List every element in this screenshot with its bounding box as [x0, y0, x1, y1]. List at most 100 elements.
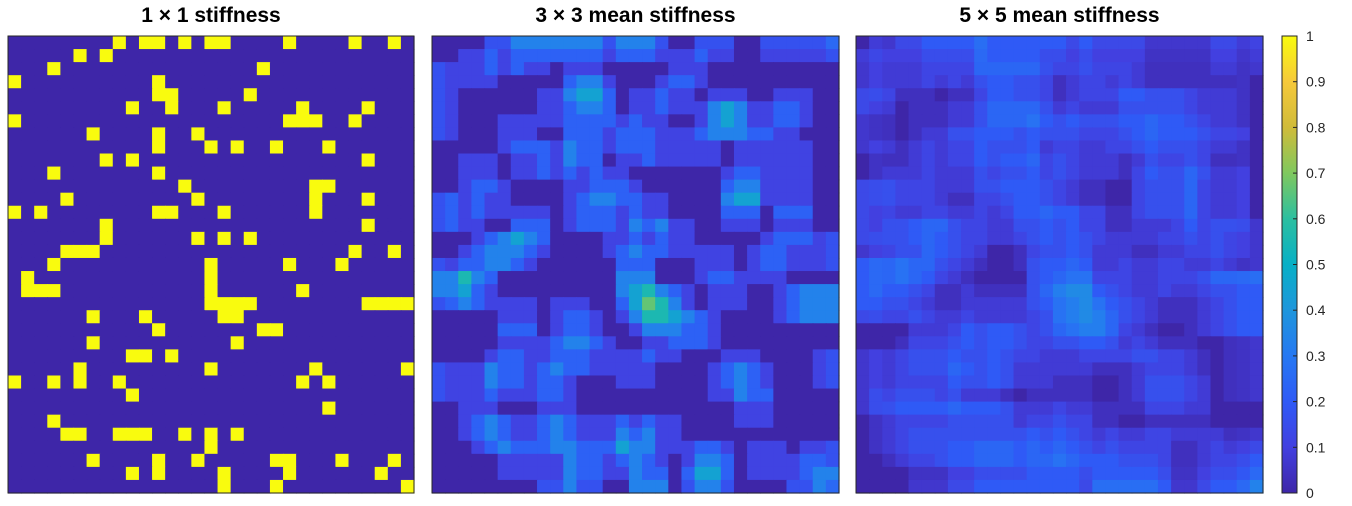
heatmap-cell	[1197, 271, 1212, 285]
heatmap-cell	[230, 166, 245, 181]
heatmap-cell	[856, 310, 870, 324]
heatmap-cell	[73, 36, 88, 50]
heatmap-cell	[694, 166, 709, 181]
heatmap-cell	[309, 140, 323, 155]
heatmap-cell	[1131, 297, 1146, 311]
heatmap-cell	[484, 297, 499, 311]
heatmap-cell	[1026, 466, 1041, 481]
heatmap-cell	[1092, 231, 1107, 246]
heatmap-cell	[445, 310, 459, 324]
heatmap-cell	[47, 349, 61, 364]
heatmap-cell	[165, 401, 179, 416]
heatmap-cell	[256, 388, 271, 403]
heatmap-cell	[283, 466, 297, 481]
heatmap-cell	[537, 153, 551, 168]
heatmap-cell	[908, 401, 923, 416]
heatmap-cell	[825, 218, 840, 233]
heatmap-cell	[152, 244, 166, 259]
heatmap-cell	[484, 427, 499, 442]
heatmap-cell	[21, 401, 35, 416]
heatmap-cell	[1144, 375, 1159, 390]
heatmap-cell	[73, 231, 88, 246]
heatmap-cell	[921, 466, 936, 481]
heatmap-cell	[165, 62, 179, 76]
heatmap-cell	[1026, 114, 1041, 128]
heatmap-cell	[681, 244, 696, 259]
heatmap-cell	[1066, 284, 1080, 298]
heatmap-cell	[204, 153, 219, 168]
heatmap-cell	[1210, 427, 1225, 442]
heatmap-cell	[309, 284, 323, 298]
heatmap-cell	[283, 192, 297, 207]
heatmap-cell	[642, 127, 656, 142]
heatmap-cell	[921, 440, 936, 455]
heatmap-cell	[1184, 362, 1198, 377]
heatmap-cell	[471, 388, 486, 403]
heatmap-cell	[432, 88, 446, 102]
heatmap-cell	[1013, 284, 1028, 298]
heatmap-cell	[1210, 179, 1225, 194]
heatmap-cell	[471, 179, 486, 194]
heatmap-cell	[934, 49, 949, 63]
heatmap-cell	[458, 62, 472, 76]
heatmap-cell	[243, 349, 258, 364]
heatmap-cell	[256, 153, 271, 168]
heatmap-cell	[348, 453, 363, 468]
heatmap-cell	[8, 310, 22, 324]
heatmap-cell	[720, 244, 735, 259]
heatmap-cell	[348, 244, 363, 259]
heatmap-cell	[1013, 36, 1028, 50]
heatmap-cell	[921, 453, 936, 468]
heatmap-cell	[432, 323, 446, 337]
heatmap-cell	[217, 427, 232, 442]
heatmap-cell	[760, 62, 774, 76]
heatmap-cell	[720, 153, 735, 168]
heatmap-cell	[296, 231, 310, 246]
heatmap-cell	[112, 101, 127, 115]
heatmap-cell	[8, 349, 22, 364]
heatmap-cell	[243, 375, 258, 390]
heatmap-cell	[296, 466, 310, 481]
heatmap-cell	[856, 62, 870, 76]
heatmap-cell	[908, 244, 923, 259]
heatmap-cell	[642, 114, 656, 128]
heatmap-cell	[812, 362, 827, 377]
heatmap-cell	[296, 440, 310, 455]
heatmap-cell	[1144, 127, 1159, 142]
heatmap-cell	[47, 49, 61, 63]
heatmap-cell	[869, 440, 883, 455]
heatmap-cell	[348, 284, 363, 298]
heatmap-cell	[655, 375, 669, 390]
heatmap-cell	[1249, 297, 1264, 311]
heatmap-cell	[786, 297, 801, 311]
heatmap-cell	[563, 127, 578, 142]
heatmap-cell	[8, 205, 22, 220]
heatmap-cell	[21, 310, 35, 324]
heatmap-cell	[322, 401, 337, 416]
heatmap-cell	[537, 414, 551, 429]
heatmap-cell	[8, 231, 22, 246]
heatmap-cell	[432, 466, 446, 481]
heatmap-cell	[243, 49, 258, 63]
heatmap-cell	[550, 362, 564, 377]
heatmap-cell	[1144, 114, 1159, 128]
heatmap-cell	[1144, 166, 1159, 181]
heatmap-cell	[510, 140, 525, 155]
heatmap-cell	[283, 218, 297, 233]
heatmap-cell	[243, 427, 258, 442]
heatmap-cell	[335, 101, 350, 115]
heatmap-cell	[152, 466, 166, 481]
heatmap-cell	[204, 231, 219, 246]
heatmap-cell	[908, 192, 923, 207]
heatmap-cell	[550, 192, 564, 207]
heatmap-cell	[217, 153, 232, 168]
heatmap-cell	[825, 88, 840, 102]
heatmap-cell	[510, 166, 525, 181]
heatmap-cell	[322, 284, 337, 298]
heatmap-cell	[812, 310, 827, 324]
colorbar-tick-label: 0.5	[1306, 257, 1326, 273]
heatmap-cell	[550, 297, 564, 311]
heatmap-cell	[1236, 179, 1251, 194]
heatmap-cell	[21, 362, 35, 377]
heatmap-cell	[760, 440, 774, 455]
